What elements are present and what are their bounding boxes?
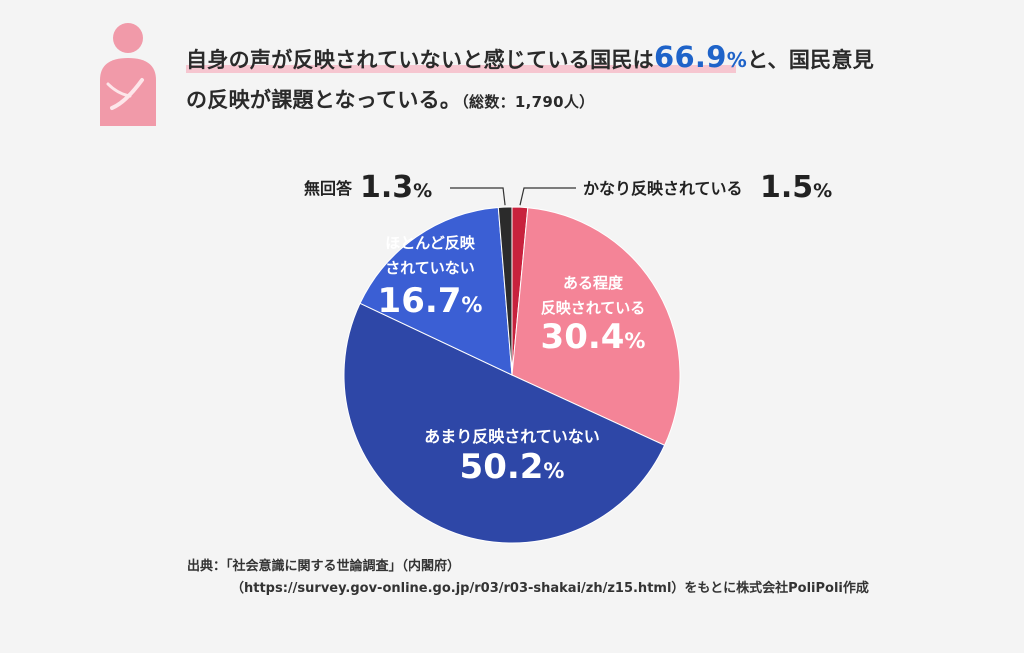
leader-line-4 [450,187,506,206]
headline-highlight-unit: % [726,48,748,72]
pie-slice-2 [343,302,666,544]
headline-line2: の反映が課題となっている。（総数：1,790人） [186,85,966,117]
slice-value-2: 50.2% [460,447,565,487]
person-arm-fold [106,82,132,98]
slice-value-0: 1.5% [760,170,832,205]
pie-slices [343,206,681,544]
pie-slice-3 [359,207,513,376]
sample-size-note: （総数：1,790人） [461,93,595,111]
source-line2: （https://survey.gov-online.go.jp/r03/r03… [231,581,869,596]
slice-label-1-line0: ある程度 [563,274,624,292]
slice-label-2-line0: あまり反映されていない [424,427,600,446]
slice-label-4: 無回答 [304,179,353,198]
slice-label-3-line0: ほとんど反映 [385,234,476,252]
source-citation: 出典：「社会意識に関する世論調査」（内閣府） （https://survey.g… [187,556,869,600]
slice-value-4: 1.3% [360,170,432,205]
headline-line1: 自身の声が反映されていないと感じている国民は66.9%と、国民意見 [186,42,874,75]
pie-slice-1 [511,207,681,446]
slice-label-0: かなり反映されている [583,179,743,198]
slice-value-1: 30.4% [541,317,646,357]
slice-value-3: 16.7% [378,281,483,321]
headline-line1-prefix: 自身の声が反映されていないと感じている国民は [186,48,654,72]
leader-line-0 [519,187,576,206]
headline-highlight-value: 66.9 [653,40,727,74]
person-icon [100,23,156,126]
slice-label-1-line1: 反映されている [541,299,646,317]
headline: 自身の声が反映されていないと感じている国民は66.9%と、国民意見 の反映が課題… [186,42,966,117]
slice-label-3-line1: されていない [385,259,475,277]
source-line1: 出典：「社会意識に関する世論調査」（内閣府） [187,559,461,574]
pie-slice-4 [497,206,513,376]
person-arm [110,78,144,110]
person-head [113,23,143,53]
headline-line1-suffix: と、国民意見 [747,48,875,72]
headline-line2-text: の反映が課題となっている。 [186,88,462,112]
